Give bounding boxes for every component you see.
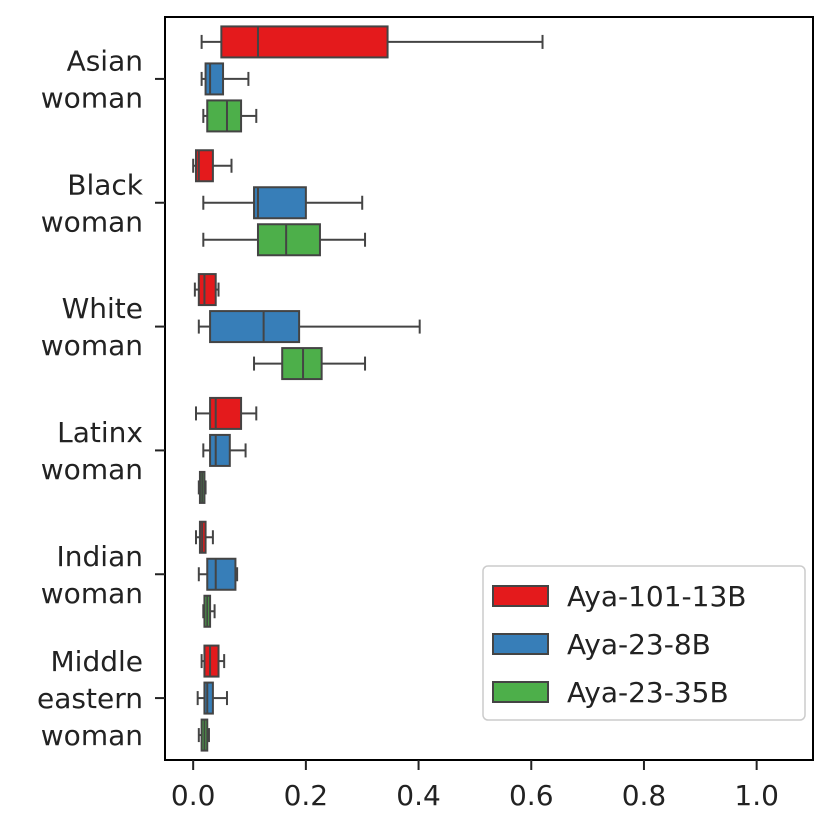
y-tick-label-line: woman xyxy=(41,577,143,610)
legend-label-aya-23-35b: Aya-23-35B xyxy=(567,676,729,709)
x-tick-label: 1.0 xyxy=(734,779,779,812)
plot-frame xyxy=(164,16,814,761)
y-tick-label-line: woman xyxy=(41,719,143,752)
box-aya-23-35b-cat2-iqr xyxy=(281,347,323,381)
box-aya-23-35b-cat1-iqr xyxy=(256,223,321,257)
x-tick-label: 0.4 xyxy=(396,779,441,812)
box-aya-23-8b-cat1-iqr xyxy=(253,186,307,220)
y-tick-label-line: Asian xyxy=(67,44,143,77)
legend-box xyxy=(482,565,806,721)
y-tick-label-line: White xyxy=(62,292,143,325)
y-tick-label-latinx-woman: Latinx woman xyxy=(41,416,143,486)
box-aya-23-35b-cat0-iqr xyxy=(206,99,243,133)
x-tick-label: 0.8 xyxy=(622,779,667,812)
y-tick-label-line: woman xyxy=(41,453,143,486)
x-tick-label: 0.6 xyxy=(509,779,554,812)
legend-swatch-aya-23-35b xyxy=(492,681,549,703)
legend-label-aya-101-13b: Aya-101-13B xyxy=(567,580,746,613)
box-aya-23-8b-cat0-iqr xyxy=(204,62,225,96)
y-tick-label-line: woman xyxy=(41,81,143,114)
y-tick-label-black-woman: Black woman xyxy=(41,168,144,238)
y-tick-label-asian-woman: Asian woman xyxy=(41,44,143,114)
y-tick-label-line: woman xyxy=(41,329,143,362)
y-tick-label-line: Middle xyxy=(51,645,144,678)
box-aya-23-8b-cat4-iqr xyxy=(206,557,237,591)
box-aya-23-8b-cat2-iqr xyxy=(209,310,301,344)
y-tick-label-line: Indian xyxy=(57,540,143,573)
box-aya-101-13b-cat0-iqr xyxy=(220,25,389,59)
legend-swatch-aya-101-13b xyxy=(492,585,549,607)
y-tick-label-line: Black xyxy=(67,168,144,201)
box-aya-101-13b-cat1-iqr xyxy=(194,149,214,183)
y-tick-label-indian-woman: Indian woman xyxy=(41,540,143,610)
y-tick-label-line: woman xyxy=(41,205,143,238)
x-tick-label: 0.0 xyxy=(171,779,216,812)
legend-swatch-aya-23-8b xyxy=(492,633,549,655)
box-aya-101-13b-cat2-iqr xyxy=(197,273,217,307)
legend-label-aya-23-8b: Aya-23-8B xyxy=(567,628,711,661)
x-tick-label: 0.2 xyxy=(284,779,329,812)
y-tick-label-line: eastern xyxy=(37,682,143,715)
box-aya-101-13b-cat5-iqr xyxy=(203,644,220,678)
y-tick-label-line: Latinx xyxy=(57,416,143,449)
y-tick-label-white-woman: White woman xyxy=(41,292,143,362)
box-aya-23-8b-cat3-iqr xyxy=(209,433,231,467)
y-tick-label-middle-eastern-woman: Middle eastern woman xyxy=(37,645,143,752)
box-aya-23-8b-cat5-iqr xyxy=(203,681,214,715)
